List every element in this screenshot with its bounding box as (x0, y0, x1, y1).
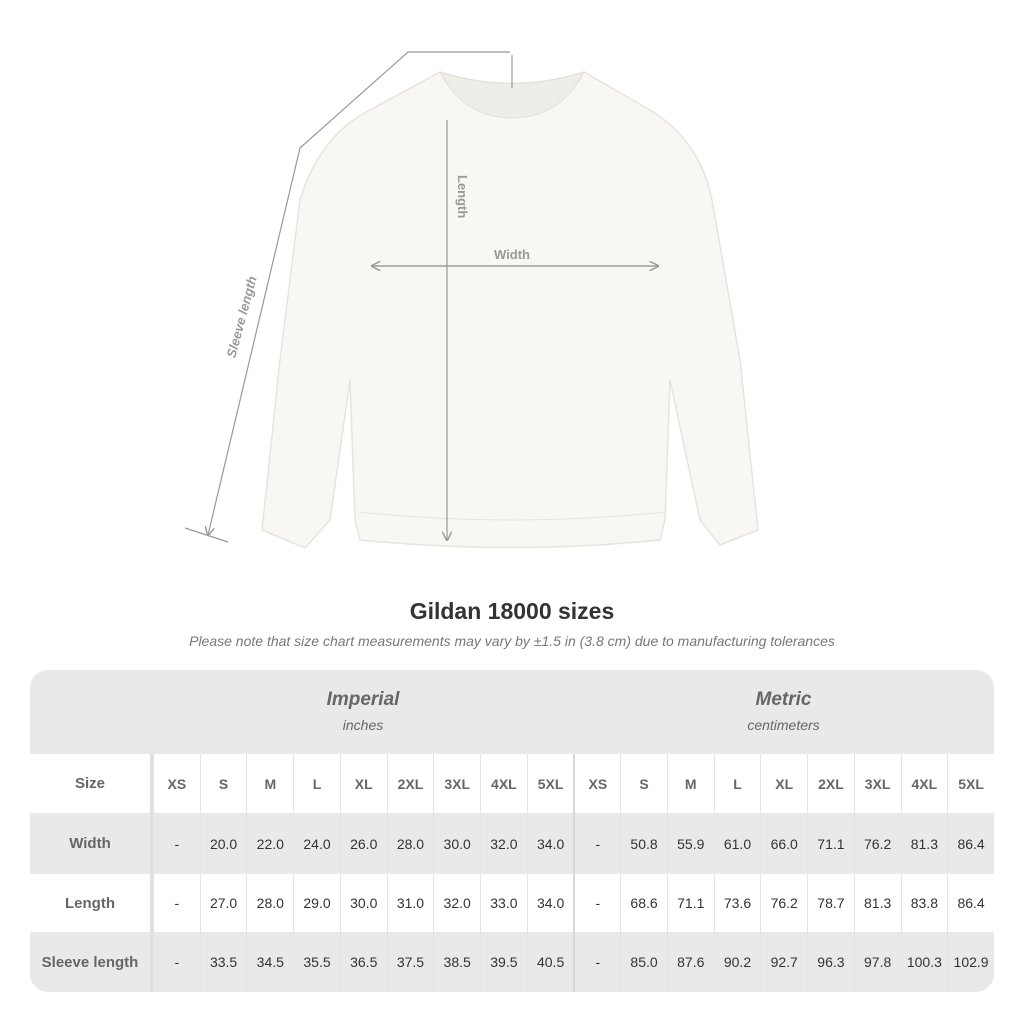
page-subtitle: Please note that size chart measurements… (189, 633, 835, 649)
metric-value-cell: 55.9 (666, 813, 714, 874)
metric-value-cell: 83.8 (900, 874, 948, 932)
metric-value-cell: 90.2 (713, 932, 761, 992)
sweatshirt-illustration: Length Width Sleeve length (184, 51, 759, 549)
imperial-header: Imperial inches (153, 670, 573, 754)
imperial-value-cell: 31.0 (386, 874, 434, 932)
metric-value-cell: 73.6 (713, 874, 761, 932)
width-label: Width (494, 247, 530, 262)
imperial-value-cell: 22.0 (246, 813, 293, 874)
metric-value-cell: 100.3 (900, 932, 948, 992)
size-chart-table: Imperial inches Metric centimeters Size X… (30, 670, 994, 992)
imperial-value-cell: 28.0 (386, 813, 434, 874)
metric-value-cell: 71.1 (666, 874, 714, 932)
table-row: Sleeve length -33.5 34.5 35.5 36.5 37.5 38.5 39… (30, 932, 994, 992)
metric-value-cell: - (573, 813, 620, 874)
size-column-header: XS (153, 754, 200, 813)
size-column-header: M (246, 754, 293, 813)
metric-value-cell: 71.1 (807, 813, 854, 874)
imperial-value-cell: 30.0 (433, 813, 480, 874)
size-column-header: M (666, 754, 714, 813)
metric-value-cell: 96.3 (807, 932, 854, 992)
table-row: Width -20.0 22.0 24.0 26.0 28.0 30.0 32.0 34.0-5… (30, 813, 994, 874)
size-column-header: 5XL (526, 754, 574, 813)
metric-value-cell: 86.4 (947, 874, 994, 932)
page-title: Gildan 18000 sizes (409, 598, 615, 624)
size-column-header: 5XL (947, 754, 994, 813)
measure-lines (184, 51, 658, 543)
imperial-title: Imperial (326, 689, 400, 710)
metric-value-cell: 92.7 (760, 932, 807, 992)
metric-header: Metric centimeters (573, 670, 994, 754)
imperial-value-cell: - (153, 874, 200, 932)
size-column-header: 3XL (433, 754, 480, 813)
imperial-value-cell: 28.0 (246, 874, 293, 932)
imperial-value-cell: 34.5 (246, 932, 293, 992)
row-label: Width (30, 813, 153, 874)
imperial-value-cell: - (153, 813, 200, 874)
row-label: Length (30, 874, 153, 932)
metric-value-cell: 61.0 (713, 813, 761, 874)
imperial-value-cell: 32.0 (480, 813, 527, 874)
imperial-value-cell: 38.5 (433, 932, 480, 992)
imperial-value-cell: 27.0 (199, 874, 247, 932)
metric-value-cell: 50.8 (620, 813, 667, 874)
imperial-value-cell: 34.0 (526, 874, 574, 932)
metric-value-cell: 97.8 (853, 932, 901, 992)
size-label: Size (30, 754, 153, 813)
metric-value-cell: 102.9 (947, 932, 994, 992)
imperial-value-cell: - (153, 932, 200, 992)
metric-value-cell: 87.6 (666, 932, 714, 992)
imperial-value-cell: 29.0 (293, 874, 340, 932)
imperial-value-cell: 36.5 (339, 932, 387, 992)
length-label: Length (455, 175, 470, 218)
metric-unit: centimeters (747, 717, 820, 733)
metric-value-cell: - (573, 932, 620, 992)
metric-value-cell: 85.0 (620, 932, 667, 992)
imperial-value-cell: 33.5 (199, 932, 247, 992)
table-row: Length -27.0 28.0 29.0 30.0 31.0 32.0 33.0 34.0-… (30, 874, 994, 932)
imperial-value-cell: 26.0 (339, 813, 387, 874)
sleeve-length-label: Sleeve length (224, 274, 260, 359)
imperial-value-cell: 39.5 (480, 932, 527, 992)
metric-value-cell: 66.0 (760, 813, 807, 874)
metric-value-cell: - (573, 874, 620, 932)
metric-value-cell: 86.4 (947, 813, 994, 874)
size-column-header: 4XL (480, 754, 527, 813)
imperial-value-cell: 32.0 (433, 874, 480, 932)
metric-title: Metric (755, 689, 812, 710)
metric-value-cell: 68.6 (620, 874, 667, 932)
metric-value-cell: 76.2 (760, 874, 807, 932)
size-column-header: XL (339, 754, 387, 813)
size-column-header: 3XL (853, 754, 901, 813)
metric-value-cell: 81.3 (853, 874, 901, 932)
imperial-value-cell: 20.0 (199, 813, 247, 874)
imperial-value-cell: 34.0 (526, 813, 574, 874)
imperial-value-cell: 35.5 (293, 932, 340, 992)
imperial-unit: inches (342, 717, 384, 733)
size-column-header: L (293, 754, 340, 813)
imperial-value-cell: 33.0 (480, 874, 527, 932)
imperial-value-cell: 30.0 (339, 874, 387, 932)
imperial-value-cell: 37.5 (386, 932, 434, 992)
size-column-header: S (620, 754, 667, 813)
size-column-header: 2XL (807, 754, 854, 813)
size-column-header: 4XL (900, 754, 948, 813)
size-column-header: XL (760, 754, 807, 813)
size-column-header: 2XL (386, 754, 434, 813)
size-column-header: L (713, 754, 761, 813)
size-header-row: Size XS S M L XL 2XL 3XL 4XL 5XL XS S M L XL 2XL 3XL 4XL 5… (30, 754, 994, 813)
sweatshirt (261, 71, 759, 549)
row-label: Sleeve length (30, 932, 153, 992)
size-column-header: XS (573, 754, 620, 813)
imperial-value-cell: 40.5 (526, 932, 574, 992)
metric-value-cell: 78.7 (807, 874, 854, 932)
imperial-value-cell: 24.0 (293, 813, 340, 874)
metric-value-cell: 76.2 (853, 813, 901, 874)
metric-value-cell: 81.3 (900, 813, 948, 874)
size-column-header: S (199, 754, 247, 813)
